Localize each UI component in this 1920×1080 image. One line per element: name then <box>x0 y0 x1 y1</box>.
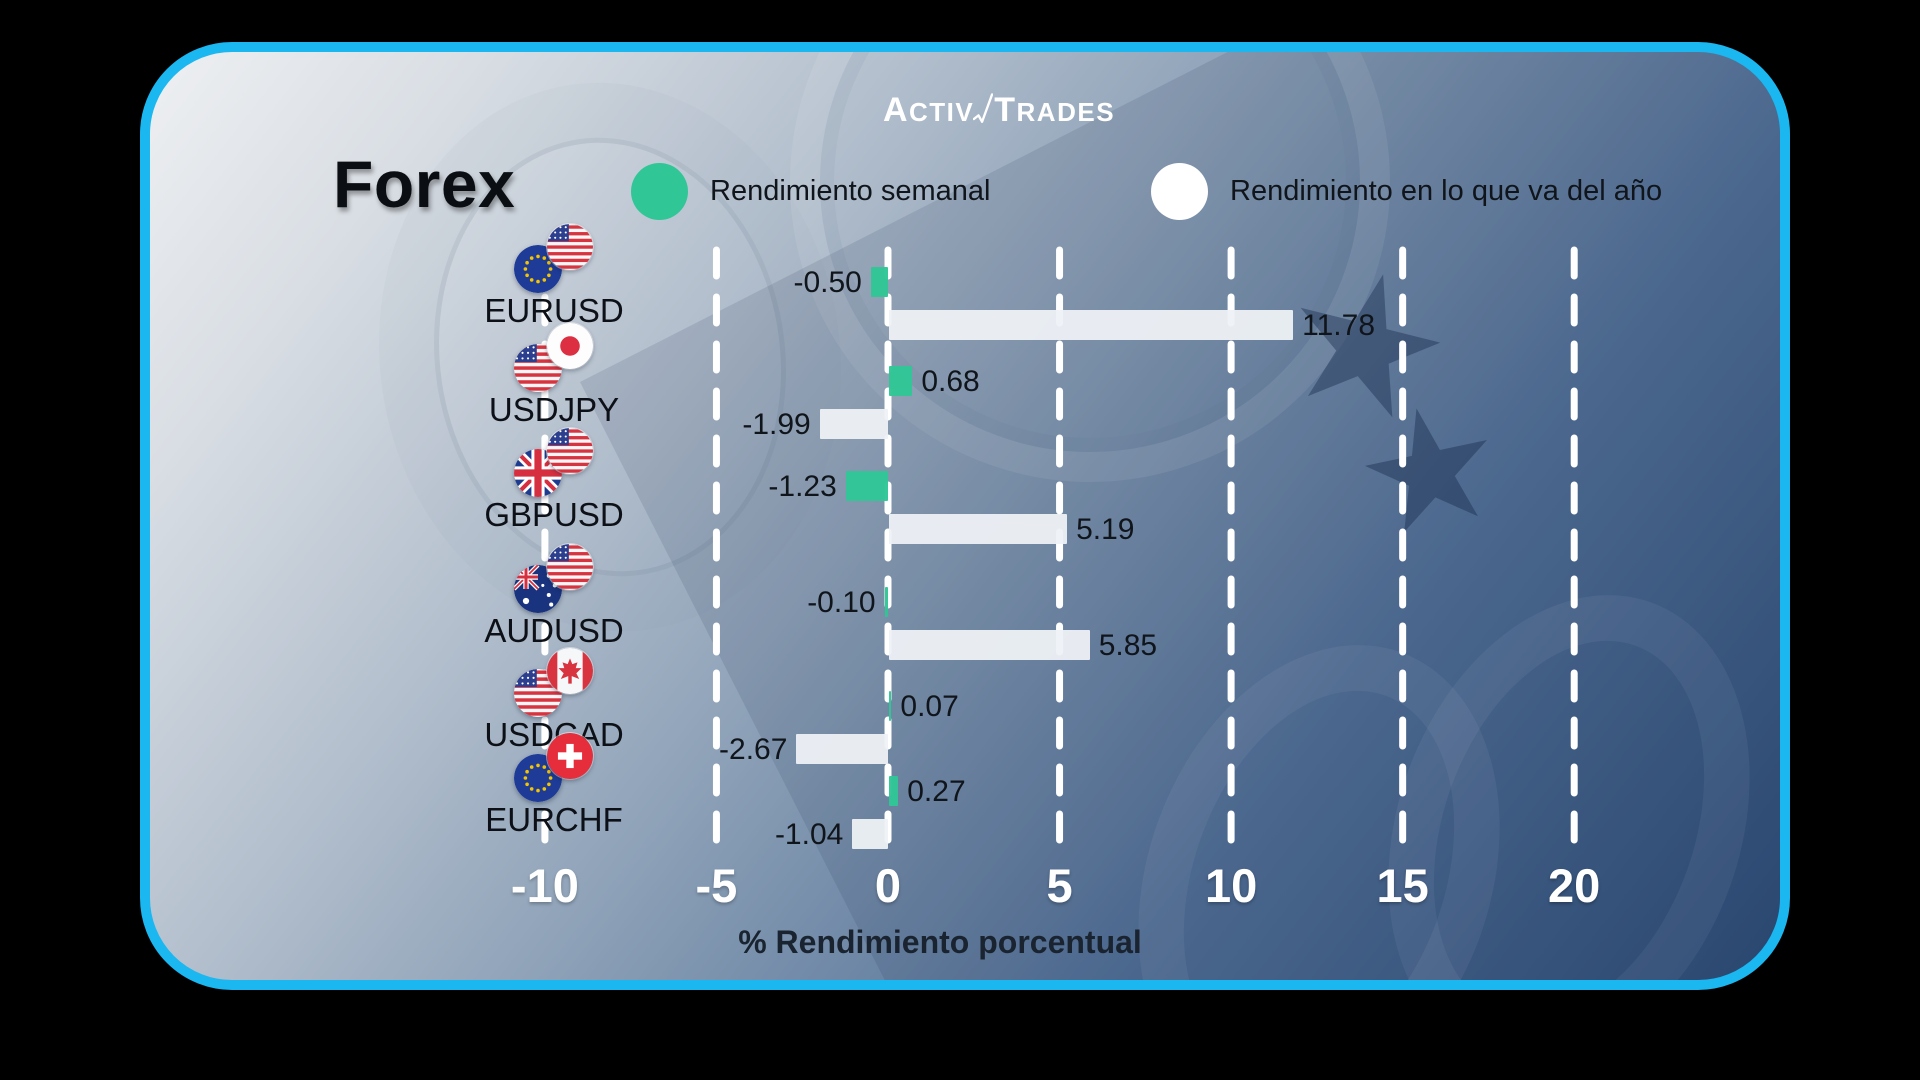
x-tick-10: 10 <box>1204 859 1258 912</box>
pair-label-eurchf: EURCHF <box>485 801 623 838</box>
x-tick-5: 5 <box>1046 859 1073 912</box>
eurusd-weekly-bar <box>870 267 888 297</box>
x-tick--10: -10 <box>510 859 579 912</box>
gbpusd-ytd-value: 5.19 <box>1076 513 1135 546</box>
eurusd-ytd-bar <box>889 310 1294 340</box>
gridlines <box>541 246 1578 864</box>
legend-label-ytd: Rendimiento en lo que va del año <box>1230 174 1663 207</box>
pair-label-audusd: AUDUSD <box>484 612 624 649</box>
audusd-ytd-value: 5.85 <box>1098 629 1158 662</box>
eurusd-ytd-value: 11.78 <box>1302 309 1376 342</box>
page-title: Forex <box>333 147 516 221</box>
logo-slash-icon <box>973 93 994 123</box>
eurchf-weekly-value: 0.27 <box>907 775 966 808</box>
ytd-legend-dot-icon <box>1151 162 1208 220</box>
gbpusd-weekly-value: -1.23 <box>768 470 837 503</box>
pair-label-usdjpy: USDJPY <box>488 391 620 428</box>
usdjpy-ytd-value: -1.99 <box>742 408 811 441</box>
infographic-card: Activ Trades Forex Rendimiento semanal R… <box>140 42 1790 990</box>
x-tick-20: 20 <box>1548 859 1601 912</box>
eurchf-ytd-value: -1.04 <box>774 818 844 851</box>
flag-jp-icon <box>547 323 593 369</box>
usdcad-weekly-value: 0.07 <box>900 690 959 723</box>
logo-text-right: Trades <box>994 91 1116 129</box>
legend-label-weekly: Rendimiento semanal <box>710 174 991 207</box>
flag-ch-icon <box>547 733 593 779</box>
flag-us-icon <box>547 428 593 474</box>
x-axis-title: % Rendimiento porcentual <box>738 924 1142 960</box>
logo-text-left: Activ <box>882 91 975 129</box>
eurchf-weekly-bar <box>889 776 899 806</box>
flag-ca-icon <box>547 648 593 694</box>
gbpusd-ytd-bar <box>889 514 1068 544</box>
flag-us-icon <box>547 544 593 590</box>
usdjpy-weekly-value: 0.68 <box>921 365 980 398</box>
pair-label-eurusd: EURUSD <box>484 292 624 329</box>
x-tick--5: -5 <box>695 859 738 912</box>
gbpusd-weekly-bar <box>845 471 888 501</box>
eurchf-ytd-bar <box>852 819 888 849</box>
usdcad-ytd-value: -2.67 <box>719 733 788 766</box>
x-tick-15: 15 <box>1376 859 1429 912</box>
audusd-ytd-bar <box>889 630 1090 660</box>
eurusd-weekly-value: -0.50 <box>793 266 862 299</box>
audusd-weekly-bar <box>884 587 888 617</box>
weekly-legend-dot-icon <box>631 162 688 220</box>
legend-item-ytd: Rendimiento en lo que va del año <box>1151 162 1662 220</box>
flag-us-icon <box>547 224 593 270</box>
legend-item-weekly: Rendimiento semanal <box>631 162 990 220</box>
bar-chart-plot-area: -10 -5 0 5 10 15 20 EURUSD -0.50 11.78 USDJPY 0.68 -… <box>150 52 1780 980</box>
audusd-weekly-value: -0.10 <box>807 586 876 619</box>
x-tick-0: 0 <box>874 859 902 912</box>
pair-label-gbpusd: GBPUSD <box>484 496 624 533</box>
usdjpy-ytd-bar <box>819 409 888 439</box>
usdjpy-weekly-bar <box>889 366 913 396</box>
usdcad-weekly-bar <box>889 691 892 721</box>
usdcad-ytd-bar <box>796 734 888 764</box>
activtrades-logo: Activ Trades <box>799 90 1199 132</box>
